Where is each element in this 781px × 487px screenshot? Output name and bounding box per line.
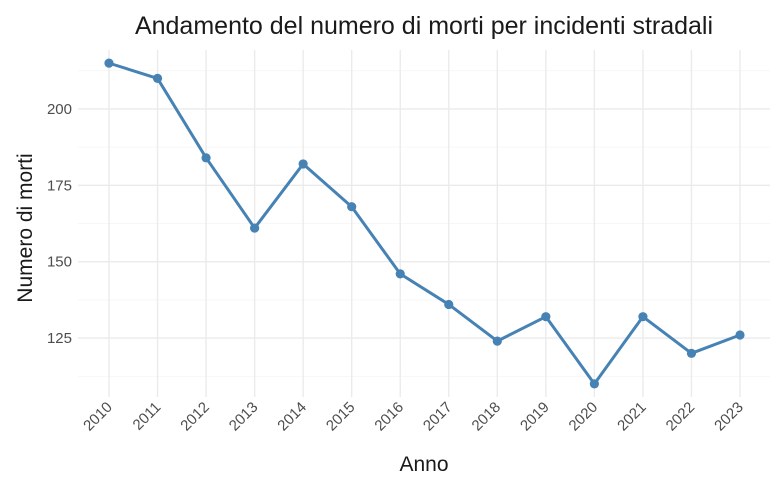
series-line	[107, 61, 742, 386]
data-point-2010	[104, 58, 114, 68]
x-tick-label: 2018	[469, 399, 505, 435]
y-axis-title: Numero di morti	[14, 153, 37, 302]
data-point-2019	[541, 312, 551, 322]
data-point-2021	[638, 312, 648, 322]
data-point-2014	[298, 159, 308, 169]
data-point-2013	[250, 223, 260, 233]
x-tick-label: 2021	[614, 399, 650, 435]
data-point-2015	[347, 202, 357, 212]
data-point-2017	[444, 299, 454, 310]
y-tick-label: 125	[47, 330, 72, 347]
points-layer	[104, 58, 745, 389]
data-point-2016	[395, 269, 405, 279]
data-point-2012	[201, 153, 211, 163]
x-tick-label: 2012	[177, 399, 213, 435]
data-point-2020	[589, 379, 599, 389]
data-point-2018	[492, 336, 502, 346]
grid	[78, 50, 770, 397]
x-tick-label: 2014	[274, 399, 310, 435]
x-tick-label: 2013	[226, 399, 262, 435]
chart-title: Andamento del numero di morti per incide…	[135, 12, 713, 40]
y-axis-ticks: 125 150 175 200	[47, 101, 72, 347]
data-point-2011	[152, 73, 163, 84]
x-tick-label: 2017	[420, 399, 456, 435]
series-layer	[107, 61, 742, 386]
y-tick-label: 200	[47, 101, 72, 118]
x-tick-label: 2019	[517, 399, 553, 435]
x-tick-label: 2016	[371, 399, 407, 435]
x-tick-label: 2015	[323, 399, 359, 435]
x-tick-label: 2022	[663, 399, 699, 435]
x-tick-label: 2020	[566, 399, 602, 435]
x-axis-ticks: 2010 2011 2012 2013 2014 2015 2016 2017 2018 2019…	[80, 399, 747, 435]
y-tick-label: 175	[47, 177, 72, 194]
x-tick-label: 2010	[80, 399, 116, 435]
x-axis-title: Anno	[399, 453, 448, 476]
x-tick-label: 2011	[130, 399, 165, 434]
data-point-2023	[735, 330, 745, 340]
x-tick-label: 2023	[711, 399, 747, 435]
data-point-2022	[686, 348, 697, 358]
y-tick-label: 150	[47, 254, 72, 271]
